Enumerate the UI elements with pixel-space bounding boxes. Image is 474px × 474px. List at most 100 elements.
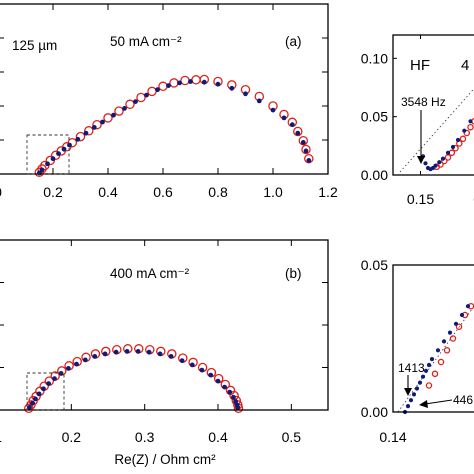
filled-marker-b-inset-1	[405, 404, 411, 409]
filled-marker-b-5	[46, 381, 51, 386]
open-marker-a-inset-7	[459, 135, 467, 143]
filled-marker-a-12	[122, 106, 127, 111]
filled-marker-a-22	[243, 91, 248, 97]
filled-marker-b-20	[189, 362, 195, 368]
filled-marker-a-19	[201, 79, 207, 85]
filled-marker-a-26	[289, 122, 295, 128]
filled-marker-a-4	[56, 151, 61, 157]
open-marker-b-inset-4	[449, 335, 457, 342]
filled-marker-a-inset-7	[440, 156, 446, 161]
inset-b-frame	[392, 264, 474, 413]
filled-marker-a-inset-1	[423, 161, 428, 166]
x-tick-label-a-0: 0	[0, 184, 2, 200]
filled-marker-b-inset-5	[417, 380, 423, 385]
open-marker-a-28	[293, 126, 303, 137]
open-marker-a-11	[103, 113, 113, 123]
x-tick-label-b-1: 0.2	[62, 429, 82, 445]
panel-b-ticks: 1 0.2 0.3 0.4 0.5	[0, 239, 328, 445]
filled-marker-a-6	[67, 142, 72, 148]
panel-b-inset: 0.14 0.00 0.05 1413 446	[361, 257, 474, 445]
y-tick-label-a-inset-2: 0.10	[361, 50, 388, 66]
filled-marker-b-inset-14	[459, 312, 465, 318]
filled-marker-b-9	[74, 361, 79, 367]
open-marker-a-15	[147, 86, 157, 97]
filled-marker-a-20	[215, 81, 221, 87]
filled-marker-a-27	[295, 130, 301, 136]
filled-marker-a-13	[133, 99, 138, 104]
open-marker-a-inset-8	[463, 129, 471, 137]
y-tick-label-a-inset-0: 0.00	[361, 167, 388, 183]
x-tick-label-a-6: 1.2	[318, 184, 338, 200]
inset-a-guide-line	[399, 88, 474, 173]
filled-marker-b-inset-9	[429, 357, 435, 362]
filled-marker-a-16	[166, 83, 171, 88]
filled-marker-a-11	[111, 112, 116, 118]
panel-a-thickness-label: 125 µm	[12, 38, 57, 53]
filled-marker-b-inset-10	[435, 348, 441, 353]
inset-b-frequency-label-2: 446	[453, 393, 473, 407]
inset-a-frequency-label-1: 3548 Hz	[401, 95, 446, 109]
filled-marker-b-15	[135, 349, 141, 354]
filled-marker-b-inset-8	[426, 362, 432, 368]
x-tick-label-a-3: 0.6	[153, 184, 173, 200]
inset-b-arrowhead-1	[404, 388, 412, 396]
filled-marker-b-inset-11	[441, 339, 447, 344]
open-marker-a-30	[301, 144, 311, 155]
filled-marker-b-inset-2	[408, 398, 414, 403]
filled-marker-a-3	[50, 156, 56, 162]
x-tick-label-a-2: 0.4	[98, 184, 118, 200]
x-tick-label-b-3: 0.4	[208, 429, 228, 445]
inset-b-marks	[402, 302, 474, 415]
filled-marker-b-4	[41, 386, 46, 392]
filled-marker-b-25	[227, 389, 233, 395]
x-tick-label-b-0: 1	[0, 429, 2, 445]
filled-marker-a-5	[61, 146, 67, 152]
panel-a-inset: 0.150.10.000.050.10 HF 4 3548 Hz	[361, 34, 474, 207]
filled-marker-b-17	[157, 351, 163, 357]
filled-marker-b-inset-4	[414, 386, 420, 391]
filled-marker-a-10	[100, 119, 105, 125]
y-tick-label-b-inset-1: 0.05	[361, 257, 388, 273]
filled-marker-a-inset-5	[433, 163, 438, 168]
filled-marker-b-10	[82, 357, 88, 363]
open-marker-b-inset-2	[437, 358, 445, 366]
y-tick-label-b-inset-0: 0.00	[361, 404, 388, 420]
filled-marker-b-18	[168, 354, 174, 359]
panel-a-label: (a)	[285, 34, 302, 49]
filled-marker-a-9	[91, 125, 97, 130]
open-marker-a-8	[75, 131, 86, 142]
x-tick-label-b-inset-0: 0.14	[379, 429, 406, 445]
filled-marker-b-12	[102, 351, 108, 357]
filled-marker-a-inset-10	[455, 137, 461, 143]
inset-a-frequency-label-2: 4	[461, 57, 469, 74]
open-marker-a-inset-3	[444, 154, 452, 161]
filled-marker-b-19	[179, 358, 185, 364]
filled-marker-b-23	[215, 378, 221, 384]
open-marker-b-inset-0	[425, 382, 433, 389]
panel-b-zoom-box	[26, 372, 65, 411]
filled-marker-a-14	[144, 92, 149, 98]
filled-marker-a-18	[188, 79, 193, 84]
filled-marker-a-inset-9	[450, 144, 456, 150]
inset-a-frame	[392, 34, 474, 176]
inset-b-arrowhead-2	[419, 400, 428, 408]
inset-b-ticks: 0.14 0.00 0.05	[361, 257, 407, 445]
open-marker-a-inset-9	[467, 123, 474, 131]
panel-a-frame	[0, 3, 329, 175]
open-marker-b-inset-3	[443, 347, 451, 354]
filled-marker-a-7	[75, 136, 81, 142]
filled-marker-a-8	[83, 130, 89, 136]
filled-marker-a-25	[281, 115, 287, 121]
open-marker-a-13	[125, 99, 135, 110]
filled-marker-a-inset-11	[462, 128, 467, 133]
x-tick-label-a-inset-0: 0.15	[407, 191, 434, 207]
filled-marker-b-22	[208, 372, 214, 378]
open-marker-b-inset-5	[455, 323, 463, 330]
x-tick-label-b-2: 0.3	[135, 429, 155, 445]
open-marker-a-10	[92, 119, 102, 130]
filled-marker-b-0	[27, 405, 32, 410]
filled-marker-a-1	[39, 167, 45, 173]
open-marker-b-inset-1	[431, 370, 439, 378]
open-marker-a-17	[169, 78, 179, 88]
filled-marker-a-17	[177, 80, 182, 86]
